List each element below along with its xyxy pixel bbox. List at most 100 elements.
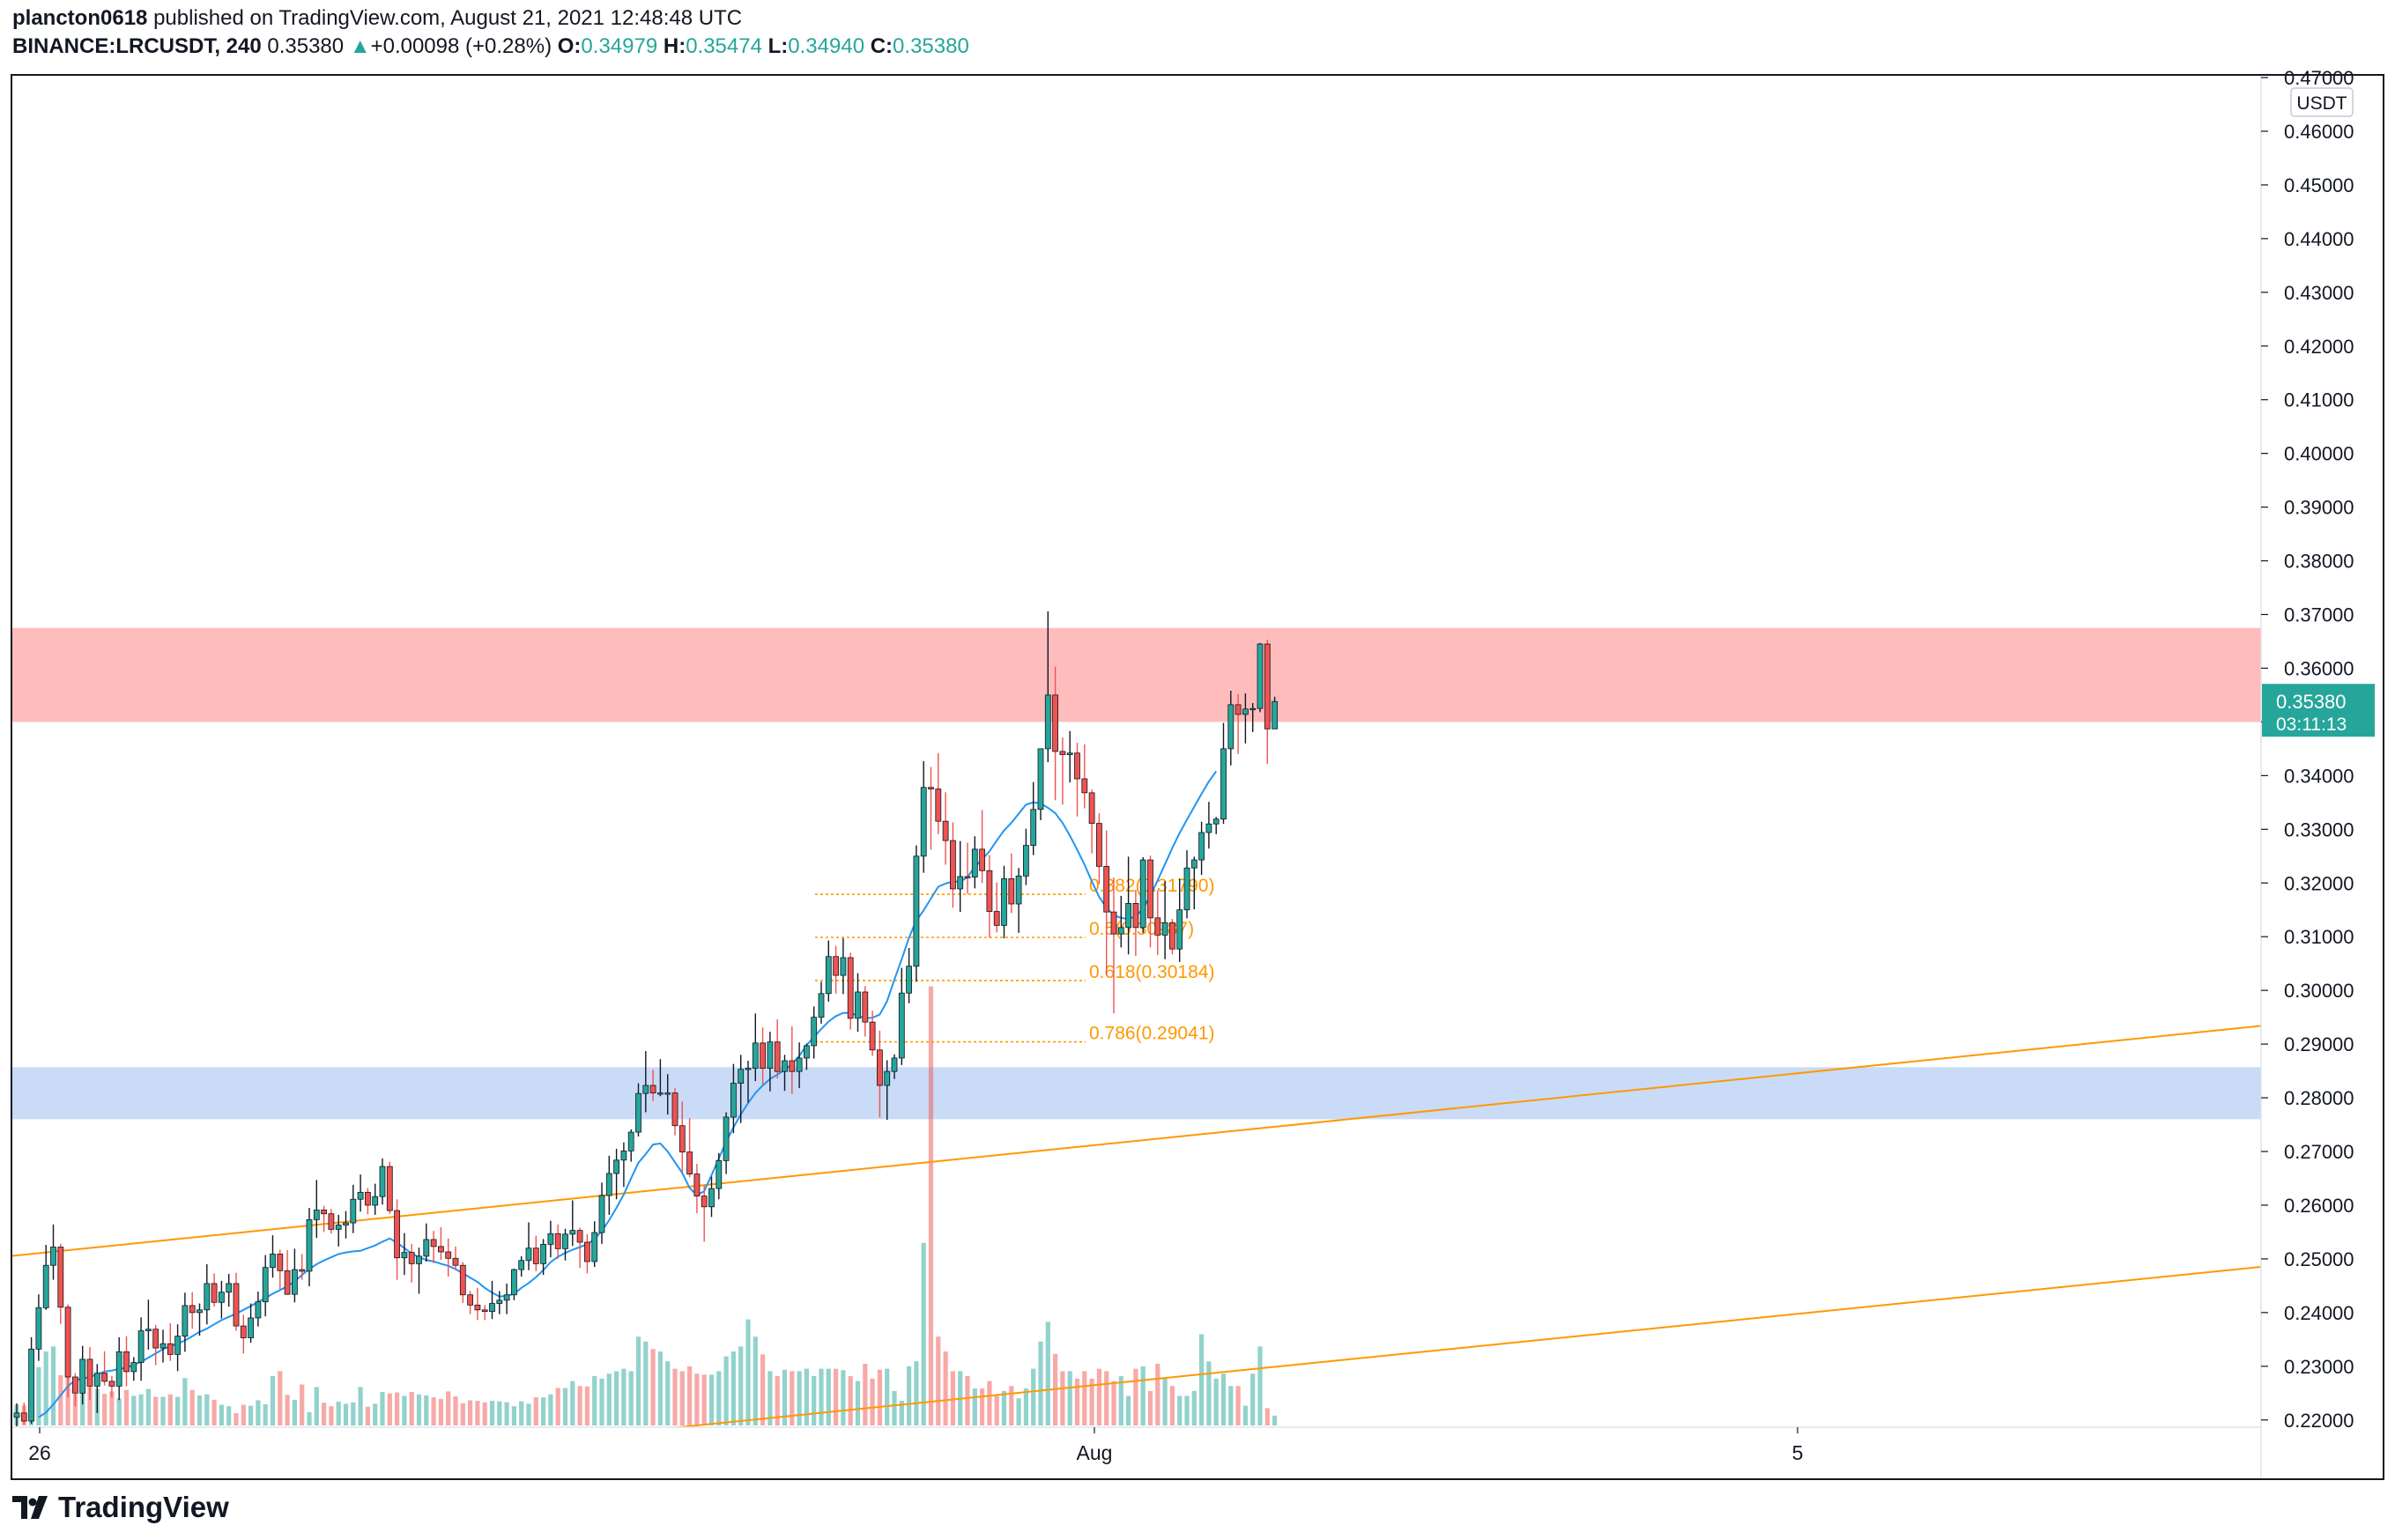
candle[interactable] bbox=[284, 1270, 291, 1295]
candle[interactable] bbox=[664, 1092, 671, 1095]
candle[interactable] bbox=[1088, 792, 1095, 824]
candle[interactable] bbox=[986, 870, 993, 912]
candle[interactable] bbox=[79, 1359, 86, 1394]
candle[interactable] bbox=[1198, 832, 1205, 861]
candle[interactable] bbox=[1066, 752, 1073, 755]
candle[interactable] bbox=[299, 1269, 306, 1272]
candle[interactable] bbox=[1081, 778, 1088, 794]
candle[interactable] bbox=[1205, 823, 1212, 833]
candle[interactable] bbox=[1117, 927, 1124, 935]
candle[interactable] bbox=[401, 1252, 408, 1259]
candle[interactable] bbox=[1139, 859, 1146, 929]
candle[interactable] bbox=[627, 1131, 634, 1151]
candle[interactable] bbox=[993, 911, 1000, 926]
resistance-zone[interactable] bbox=[12, 627, 2261, 722]
candle[interactable] bbox=[525, 1248, 532, 1262]
candle[interactable] bbox=[1132, 903, 1139, 929]
candle[interactable] bbox=[1220, 748, 1227, 820]
candle[interactable] bbox=[554, 1233, 561, 1249]
candle[interactable] bbox=[1103, 865, 1110, 913]
candle[interactable] bbox=[716, 1159, 723, 1189]
candle[interactable] bbox=[723, 1116, 730, 1161]
candle[interactable] bbox=[1074, 752, 1080, 780]
candle[interactable] bbox=[328, 1213, 335, 1230]
candle[interactable] bbox=[372, 1196, 379, 1206]
candle[interactable] bbox=[1096, 823, 1102, 867]
candle[interactable] bbox=[35, 1307, 42, 1350]
candle[interactable] bbox=[847, 957, 854, 1019]
candle[interactable] bbox=[430, 1239, 437, 1248]
candle[interactable] bbox=[1257, 643, 1264, 709]
candle[interactable] bbox=[357, 1191, 364, 1200]
candle[interactable] bbox=[452, 1257, 459, 1266]
candle[interactable] bbox=[605, 1173, 612, 1196]
candle[interactable] bbox=[167, 1343, 174, 1355]
candle[interactable] bbox=[93, 1373, 100, 1387]
candle[interactable] bbox=[474, 1304, 481, 1311]
candle[interactable] bbox=[137, 1330, 145, 1363]
candle[interactable] bbox=[416, 1255, 422, 1264]
candle[interactable] bbox=[671, 1092, 678, 1127]
candle[interactable] bbox=[262, 1267, 269, 1303]
candle[interactable] bbox=[1052, 694, 1058, 752]
candle[interactable] bbox=[364, 1191, 371, 1206]
candle[interactable] bbox=[767, 1041, 774, 1069]
candle[interactable] bbox=[576, 1230, 583, 1243]
candle[interactable] bbox=[540, 1244, 546, 1264]
support-zone[interactable] bbox=[12, 1067, 2261, 1120]
candle[interactable] bbox=[1190, 859, 1198, 869]
candle[interactable] bbox=[196, 1309, 203, 1314]
candle[interactable] bbox=[1037, 748, 1044, 811]
candle[interactable] bbox=[964, 876, 971, 878]
candle[interactable] bbox=[855, 991, 861, 1019]
candle[interactable] bbox=[532, 1248, 539, 1264]
candle[interactable] bbox=[248, 1317, 255, 1338]
candle[interactable] bbox=[730, 1083, 737, 1118]
candle[interactable] bbox=[979, 848, 985, 871]
candle[interactable] bbox=[13, 1412, 20, 1418]
candle[interactable] bbox=[591, 1232, 598, 1262]
candle[interactable] bbox=[20, 1412, 27, 1422]
candle[interactable] bbox=[57, 1247, 64, 1308]
candle[interactable] bbox=[335, 1225, 342, 1230]
candle[interactable] bbox=[306, 1219, 313, 1272]
candle[interactable] bbox=[211, 1283, 218, 1303]
candle[interactable] bbox=[28, 1348, 34, 1422]
candle[interactable] bbox=[635, 1092, 641, 1133]
candle[interactable] bbox=[738, 1069, 745, 1084]
candle[interactable] bbox=[1212, 818, 1220, 825]
candle[interactable] bbox=[408, 1252, 415, 1264]
candle[interactable] bbox=[152, 1329, 159, 1349]
candle[interactable] bbox=[1154, 917, 1161, 936]
candle[interactable] bbox=[811, 1017, 818, 1047]
currency-badge[interactable] bbox=[2290, 87, 2354, 117]
candle[interactable] bbox=[891, 1057, 898, 1072]
candle[interactable] bbox=[862, 991, 869, 1023]
candle[interactable] bbox=[752, 1042, 759, 1069]
candle[interactable] bbox=[240, 1325, 247, 1338]
candle[interactable] bbox=[547, 1233, 554, 1245]
candle[interactable] bbox=[796, 1057, 803, 1072]
candle[interactable] bbox=[255, 1301, 262, 1319]
candle[interactable] bbox=[906, 966, 912, 994]
candle[interactable] bbox=[913, 855, 920, 967]
candle[interactable] bbox=[86, 1359, 93, 1387]
candle[interactable] bbox=[511, 1269, 517, 1296]
candle[interactable] bbox=[277, 1254, 284, 1271]
candle[interactable] bbox=[1008, 877, 1015, 905]
candle[interactable] bbox=[957, 876, 964, 890]
candle[interactable] bbox=[649, 1085, 656, 1093]
candle[interactable] bbox=[1242, 708, 1249, 715]
candle[interactable] bbox=[825, 956, 832, 995]
candle[interactable] bbox=[584, 1241, 590, 1262]
candle[interactable] bbox=[1001, 877, 1007, 926]
candle[interactable] bbox=[928, 787, 934, 789]
candle[interactable] bbox=[1044, 694, 1051, 750]
candle[interactable] bbox=[445, 1251, 452, 1259]
candle[interactable] bbox=[145, 1329, 152, 1331]
candle[interactable] bbox=[42, 1264, 49, 1308]
candle[interactable] bbox=[1147, 859, 1153, 919]
candle[interactable] bbox=[459, 1264, 466, 1296]
candle[interactable] bbox=[321, 1210, 328, 1215]
